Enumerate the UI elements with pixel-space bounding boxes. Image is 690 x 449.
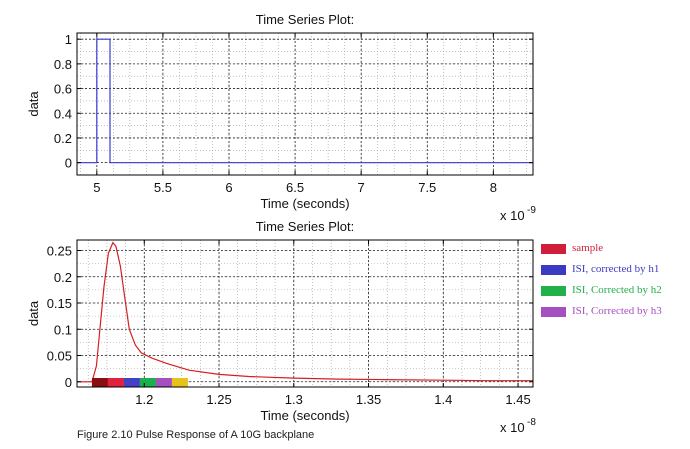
- x-tick-label: 7: [358, 180, 365, 195]
- legend-swatch: [541, 307, 566, 317]
- x-exponent-label: x 10: [500, 208, 525, 223]
- chart-title: Time Series Plot:: [256, 12, 355, 27]
- plot-frame: [76, 239, 534, 388]
- marker-segment: [107, 378, 124, 387]
- x-tick-label: 1.45: [505, 392, 530, 407]
- y-axis-label: data: [26, 91, 41, 117]
- x-axis-label: Time (seconds): [260, 196, 349, 211]
- x-tick-label: 1.4: [434, 392, 452, 407]
- x-tick-label: 1.3: [285, 392, 303, 407]
- y-tick-label: 0.8: [54, 57, 72, 72]
- x-tick-label: 1.2: [135, 392, 153, 407]
- y-tick-label: 0.2: [54, 131, 72, 146]
- x-axis-label: Time (seconds): [260, 408, 349, 423]
- plot-frame: [76, 32, 534, 176]
- y-tick-label: 0.4: [54, 106, 72, 121]
- series-line: [77, 241, 533, 383]
- legend-swatch: [541, 244, 566, 254]
- y-axis-label: data: [26, 300, 41, 326]
- x-tick-label: 5.5: [154, 180, 172, 195]
- plot-area: [77, 240, 533, 387]
- x-tick-label: 1.35: [356, 392, 381, 407]
- chart-title: Time Series Plot:: [256, 219, 355, 234]
- legend-label: ISI, Corrected by h3: [572, 305, 662, 317]
- x-exponent-power: -9: [527, 205, 536, 216]
- legend-label: ISI, Corrected by h2: [572, 284, 662, 296]
- y-tick-label: 0.25: [47, 244, 72, 259]
- y-tick-label: 1: [65, 32, 72, 47]
- legend-label: ISI, corrected by h1: [572, 263, 660, 275]
- x-exponent-label: x 10: [500, 420, 525, 435]
- marker-segment: [155, 378, 172, 387]
- x-tick-label: 7.5: [418, 180, 436, 195]
- y-tick-label: 0.05: [47, 349, 72, 364]
- x-tick-label: 8: [490, 180, 497, 195]
- y-tick-label: 0.15: [47, 296, 72, 311]
- marker-segment: [91, 378, 108, 387]
- x-tick-label: 5: [93, 180, 100, 195]
- marker-segment: [139, 378, 156, 387]
- y-tick-label: 0.1: [54, 322, 72, 337]
- figure-caption: Figure 2.10 Pulse Response of A 10G back…: [77, 429, 315, 441]
- y-tick-label: 0.2: [54, 270, 72, 285]
- series-line: [77, 38, 533, 164]
- legend-swatch: [541, 286, 566, 296]
- y-tick-label: 0: [65, 156, 72, 171]
- y-tick-label: 0: [65, 375, 72, 390]
- x-tick-label: 6.5: [286, 180, 304, 195]
- y-tick-label: 0.6: [54, 82, 72, 97]
- x-tick-label: 6: [225, 180, 232, 195]
- plot-area: [77, 33, 533, 175]
- x-tick-label: 1.25: [206, 392, 231, 407]
- legend-label: sample: [572, 242, 604, 254]
- marker-segment: [171, 378, 188, 387]
- x-exponent-power: -8: [527, 417, 536, 428]
- legend-swatch: [541, 265, 566, 275]
- marker-segment: [123, 378, 140, 387]
